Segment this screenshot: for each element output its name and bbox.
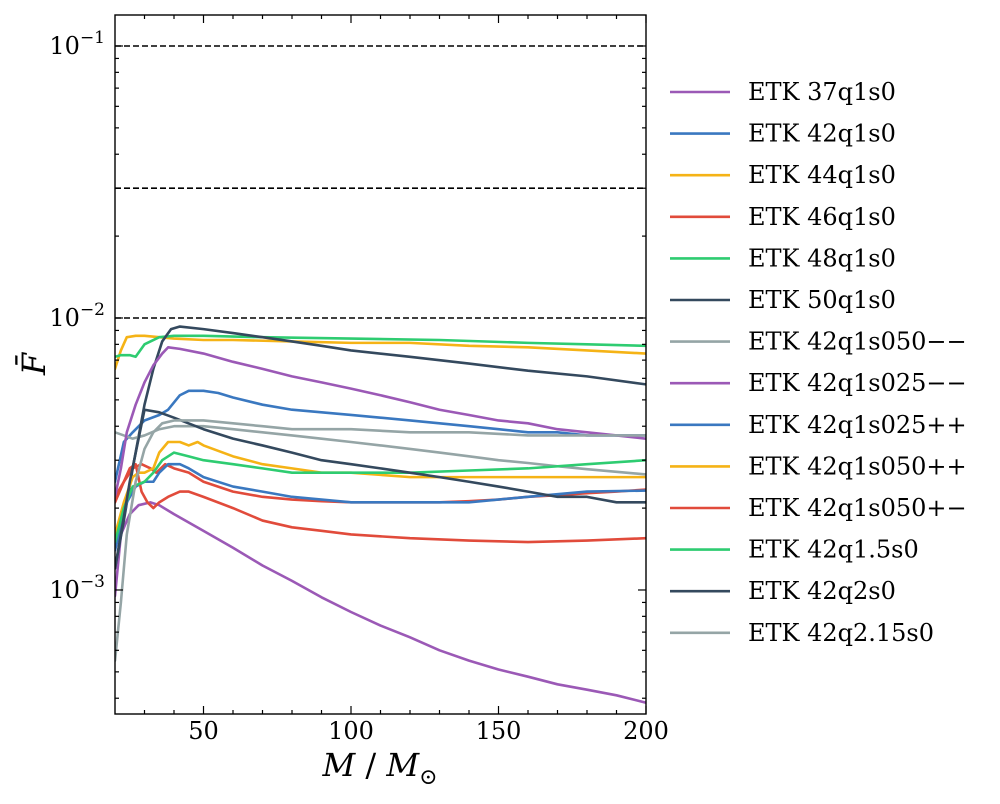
plot-frame	[114, 14, 647, 715]
legend-label-13: ETK 42q2.15s0	[748, 619, 934, 647]
legend-label-9: ETK 42q1s050++	[748, 452, 967, 480]
legend-label-2: ETK 44q1s0	[748, 161, 896, 189]
y-tick-labels: 10−3 10−2 10−1	[49, 28, 105, 604]
legend: ETK 37q1s0 ETK 42q1s0 ETK 44q1s0 ETK 46q1s0…	[670, 78, 967, 647]
y-tick-label-1: 10−2	[49, 300, 105, 332]
legend-label-8: ETK 42q1s025++	[748, 411, 967, 439]
legend-label-6: ETK 42q1s050−−	[748, 328, 967, 356]
series-line-11	[115, 451, 646, 544]
series-line-7	[115, 346, 646, 499]
x-axis-label: M / M⊙	[321, 746, 437, 790]
x-tick-label-2: 150	[476, 717, 522, 745]
legend-label-1: ETK 42q1s0	[748, 120, 896, 148]
series-line-12	[115, 408, 646, 570]
x-tick-labels: 50 100 150 200	[188, 717, 669, 745]
series-line-4	[115, 334, 646, 359]
series-lines	[115, 325, 646, 705]
y-tick-label-0: 10−3	[49, 572, 105, 604]
x-tick-label-3: 200	[623, 717, 669, 745]
series-line-2	[115, 334, 646, 371]
y-tick-label-2: 10−1	[49, 28, 105, 60]
series-line-1	[115, 389, 646, 484]
x-axis-label-slash: /	[355, 746, 386, 784]
legend-label-4: ETK 48q1s0	[748, 244, 896, 272]
x-axis-label-main: M	[321, 746, 356, 784]
legend-label-10: ETK 42q1s050+−	[748, 494, 967, 522]
x-tick-label-1: 100	[328, 717, 374, 745]
legend-label-11: ETK 42q1.5s0	[748, 536, 919, 564]
series-line-13	[115, 419, 646, 662]
series-line-0	[115, 501, 646, 705]
legend-label-0: ETK 37q1s0	[748, 78, 896, 106]
y-axis-label-text: F̄	[15, 351, 53, 376]
legend-label-7: ETK 42q1s025−−	[748, 369, 967, 397]
legend-label-3: ETK 46q1s0	[748, 203, 896, 231]
x-axis-label-sub: ⊙	[419, 765, 437, 790]
x-tick-label-0: 50	[188, 717, 219, 745]
x-axis-label-sub-main: M	[385, 746, 420, 784]
legend-label-12: ETK 42q2s0	[748, 577, 896, 605]
series-line-5	[115, 325, 646, 570]
series-line-10	[115, 462, 646, 544]
plot-background	[115, 15, 646, 714]
reference-lines	[115, 45, 646, 319]
y-axis-label: F̄	[15, 351, 53, 376]
legend-label-5: ETK 50q1s0	[748, 286, 896, 314]
